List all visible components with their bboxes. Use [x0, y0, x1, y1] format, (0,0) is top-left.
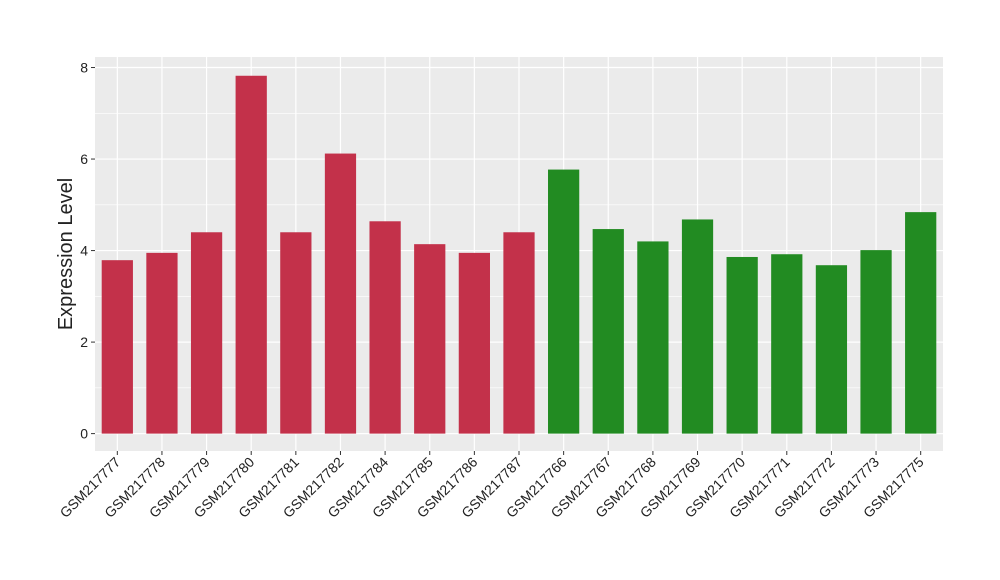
bar-GSM217781 [280, 232, 312, 434]
y-axis-label: Expression Level [55, 178, 77, 330]
bar-GSM217766 [548, 169, 580, 434]
bar-GSM217768 [637, 241, 669, 434]
bar-GSM217779 [190, 232, 223, 434]
x-axis: GSM217777GSM217778GSM217779GSM217780GSM2… [57, 451, 927, 521]
bars [101, 75, 937, 434]
bar-GSM217782 [324, 153, 357, 434]
y-tick-label: 4 [80, 243, 88, 259]
bar-GSM217771 [771, 254, 803, 434]
y-axis: 0 2 4 6 8 [80, 60, 95, 442]
bar-GSM217770 [726, 256, 758, 434]
bar-GSM217780 [235, 75, 267, 434]
bar-GSM217785 [414, 244, 446, 434]
bar-GSM217786 [458, 252, 490, 434]
bar-GSM217767 [592, 229, 624, 434]
bar-GSM217775 [905, 212, 937, 434]
bar-GSM217769 [681, 219, 714, 434]
bar-GSM217787 [503, 232, 535, 434]
bar-GSM217772 [815, 265, 848, 434]
y-tick-label: 0 [80, 426, 88, 442]
bar-GSM217777 [101, 260, 133, 434]
bar-GSM217773 [860, 250, 892, 434]
bar-GSM217784 [369, 221, 401, 434]
bar-GSM217778 [146, 252, 178, 434]
y-tick-label: 8 [80, 60, 88, 76]
y-tick-label: 2 [80, 334, 88, 350]
y-tick-label: 6 [80, 151, 88, 167]
